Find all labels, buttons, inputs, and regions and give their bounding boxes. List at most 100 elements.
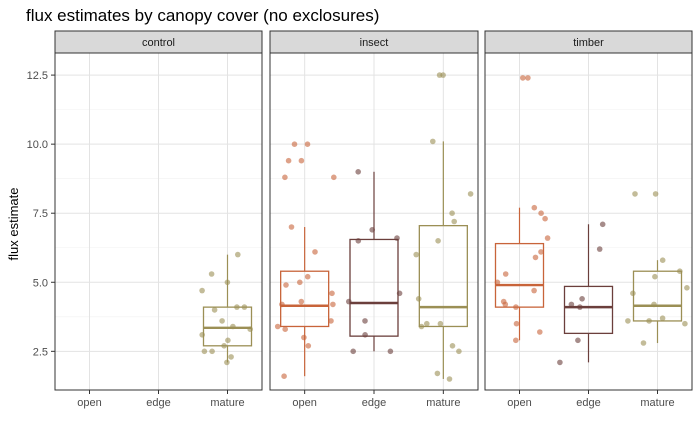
data-point xyxy=(199,287,205,294)
data-point xyxy=(350,348,357,355)
x-tick-label: mature xyxy=(210,397,244,409)
data-point xyxy=(494,279,501,286)
data-point xyxy=(394,235,400,241)
data-point xyxy=(301,334,307,341)
data-point xyxy=(329,290,335,297)
data-point xyxy=(538,249,544,255)
data-point xyxy=(415,296,422,302)
data-point xyxy=(304,273,311,280)
chart-title: flux estimates by canopy cover (no exclo… xyxy=(26,6,379,25)
x-tick-label: edge xyxy=(146,397,170,409)
x-tick-label: edge xyxy=(362,397,386,409)
data-point xyxy=(434,370,441,377)
data-point xyxy=(659,315,666,322)
strip-label: timber xyxy=(573,37,604,49)
data-point xyxy=(224,279,231,286)
data-point xyxy=(520,75,526,81)
data-point xyxy=(283,282,289,288)
data-point xyxy=(211,307,218,313)
data-point xyxy=(440,72,446,78)
data-point xyxy=(684,285,690,291)
data-point xyxy=(568,301,575,308)
data-point xyxy=(451,218,458,225)
data-point xyxy=(677,268,683,275)
box-iqr xyxy=(632,270,683,322)
box-timber-edge xyxy=(557,221,614,366)
data-point xyxy=(282,174,288,181)
data-point xyxy=(424,320,430,327)
data-point xyxy=(230,323,236,330)
box-control-mature xyxy=(199,251,253,366)
data-point xyxy=(531,287,537,294)
data-point xyxy=(288,224,295,230)
x-tick-label: open xyxy=(292,397,316,409)
data-point xyxy=(544,235,551,241)
y-axis-title: flux estimate xyxy=(6,188,21,261)
box-iqr xyxy=(418,224,468,328)
data-point xyxy=(297,279,303,286)
panels: control open edge mature insect open edge matur… xyxy=(54,30,693,409)
data-point xyxy=(282,326,289,333)
data-point xyxy=(513,337,519,344)
data-point xyxy=(208,271,215,277)
strip-label: control xyxy=(142,37,175,49)
data-point xyxy=(285,157,292,164)
y-tick-label: 7.5 xyxy=(33,208,48,220)
data-point xyxy=(579,296,585,302)
box-timber-mature xyxy=(625,191,690,346)
data-point xyxy=(235,251,241,258)
data-point xyxy=(298,157,305,164)
data-point xyxy=(331,174,337,181)
data-point xyxy=(304,141,311,147)
data-point xyxy=(467,191,474,197)
data-point xyxy=(328,318,334,324)
data-point xyxy=(449,343,456,349)
data-point xyxy=(446,376,453,382)
data-point xyxy=(435,238,441,244)
y-axis: 2.5 5.0 7.5 10.0 12.5 xyxy=(27,70,55,358)
data-point xyxy=(219,318,225,324)
data-point xyxy=(646,318,652,324)
data-point xyxy=(199,332,205,338)
data-point xyxy=(577,304,583,310)
data-point xyxy=(513,304,519,310)
y-tick-label: 2.5 xyxy=(33,346,48,358)
box-iqr xyxy=(280,270,330,328)
data-point xyxy=(418,323,425,330)
data-point xyxy=(362,332,368,338)
data-point xyxy=(224,359,230,366)
box-iqr xyxy=(349,238,399,337)
panel-control: control open edge mature xyxy=(54,30,263,409)
y-tick-label: 12.5 xyxy=(27,70,48,82)
data-point xyxy=(396,290,403,297)
data-point xyxy=(281,373,287,380)
data-point xyxy=(346,298,352,305)
panel-insect: insect open edge mature xyxy=(269,30,479,409)
data-point xyxy=(575,337,581,344)
data-point xyxy=(413,251,420,258)
data-point xyxy=(274,323,281,330)
data-point xyxy=(557,359,563,366)
data-point xyxy=(241,304,248,310)
data-point xyxy=(513,320,520,327)
data-point xyxy=(228,354,234,360)
x-tick-label: mature xyxy=(426,397,460,409)
data-point xyxy=(221,343,227,349)
data-point xyxy=(502,271,509,277)
data-point xyxy=(682,320,688,327)
data-point xyxy=(209,348,215,355)
data-point xyxy=(312,249,318,255)
data-point xyxy=(456,348,462,355)
x-tick-label: open xyxy=(507,397,531,409)
data-point xyxy=(355,238,362,244)
panel-timber: timber open edge mature xyxy=(484,30,693,409)
y-tick-label: 10.0 xyxy=(27,139,48,151)
x-tick-label: mature xyxy=(640,397,674,409)
data-point xyxy=(537,329,543,335)
data-point xyxy=(355,169,362,175)
data-point xyxy=(449,210,455,216)
data-point xyxy=(652,191,659,197)
data-point xyxy=(430,138,436,145)
data-point xyxy=(632,191,638,197)
data-point xyxy=(362,318,368,324)
